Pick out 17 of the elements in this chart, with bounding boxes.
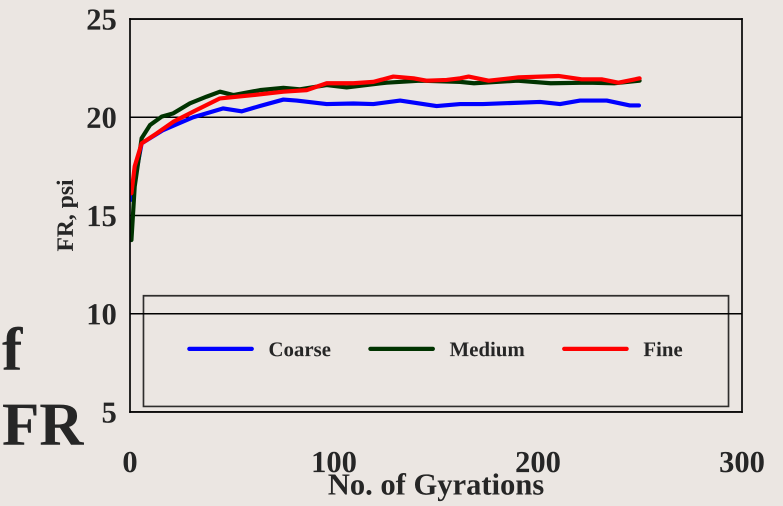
legend-label: Medium xyxy=(450,342,524,356)
y-tick-label: 20 xyxy=(88,108,116,128)
x-tick-label: 0 xyxy=(124,452,136,472)
y-tick-label: 10 xyxy=(88,304,116,325)
legend-label: Coarse xyxy=(269,342,330,356)
line-series xyxy=(130,74,642,196)
text: f xyxy=(2,326,23,370)
y-tick-label: 25 xyxy=(88,9,116,30)
x-axis-title: No. of Gyrations xyxy=(328,473,544,502)
y-axis-title: FR, psi xyxy=(56,180,78,252)
x-tick-label: 100 xyxy=(314,452,356,472)
x-tick-label: 300 xyxy=(720,452,764,472)
y-tick-label: 5 xyxy=(102,402,116,423)
y-tick-label: 15 xyxy=(88,206,116,226)
text: FR xyxy=(3,404,84,445)
legend-label: Fine xyxy=(644,342,682,356)
x-tick-label: 200 xyxy=(516,452,560,472)
